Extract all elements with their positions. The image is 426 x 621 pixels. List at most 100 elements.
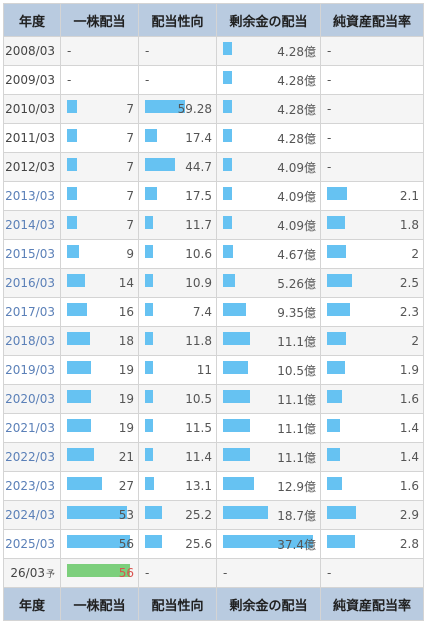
year-cell[interactable]: 2022/03 <box>3 442 61 472</box>
retained-bar <box>223 274 235 287</box>
payout-cell: 10.6 <box>138 239 217 269</box>
payout-value: 25.6 <box>185 537 212 551</box>
year-label: 2016/03 <box>5 276 55 290</box>
retained-value: 9.35億 <box>277 305 316 320</box>
year-cell[interactable]: 2018/03 <box>3 326 61 356</box>
year-cell[interactable]: 2016/03 <box>3 268 61 298</box>
dividend-value: 9 <box>126 247 134 261</box>
dividend-bar <box>67 448 94 461</box>
year-cell[interactable]: 2019/03 <box>3 355 61 385</box>
year-cell[interactable]: 2025/03 <box>3 529 61 559</box>
doe-bar <box>327 477 342 490</box>
year-cell[interactable]: 2017/03 <box>3 297 61 327</box>
year-cell[interactable]: 2020/03 <box>3 384 61 414</box>
dividend-value: 7 <box>126 218 134 232</box>
header-dividend-per-share[interactable]: 一株配当 <box>60 3 139 37</box>
dividend-bar <box>67 245 79 258</box>
header-retained-earnings-dividend[interactable]: 剰余金の配当 <box>216 3 321 37</box>
year-label: 2019/03 <box>5 363 55 377</box>
payout-value: 7.4 <box>192 305 212 319</box>
doe-bar <box>327 274 352 287</box>
year-cell: 2008/03 <box>3 36 61 66</box>
footer-retained-earnings-dividend[interactable]: 剰余金の配当 <box>216 587 321 621</box>
doe-value: 1.8 <box>399 218 419 232</box>
dividend-cell: 7 <box>60 152 139 182</box>
dividend-cell: 7 <box>60 94 139 124</box>
retained-value: 12.9億 <box>277 479 316 494</box>
retained-value: 10.5億 <box>277 363 316 378</box>
year-label: 2012/03 <box>5 160 55 174</box>
payout-cell: - <box>138 36 217 66</box>
dividend-bar <box>67 390 91 403</box>
year-label: 2010/03 <box>5 102 55 116</box>
year-label: 2020/03 <box>5 392 55 406</box>
payout-value: 25.2 <box>185 508 212 522</box>
year-label: 2015/03 <box>5 247 55 261</box>
payout-cell: - <box>138 65 217 95</box>
retained-bar <box>223 448 250 461</box>
payout-cell: 59.28 <box>138 94 217 124</box>
doe-cell: - <box>320 123 424 153</box>
footer-payout-ratio[interactable]: 配当性向 <box>138 587 217 621</box>
retained-bar <box>223 158 232 171</box>
footer-doe[interactable]: 純資産配当率 <box>320 587 424 621</box>
payout-value: 11.5 <box>185 421 212 435</box>
doe-cell: 2.5 <box>320 268 424 298</box>
dividend-cell: 18 <box>60 326 139 356</box>
doe-value: 1.4 <box>399 421 419 435</box>
footer-dividend-per-share[interactable]: 一株配当 <box>60 587 139 621</box>
doe-cell: - <box>320 558 424 588</box>
dividend-cell: 21 <box>60 442 139 472</box>
forecast-mark: 予 <box>45 570 55 580</box>
dividend-bar <box>67 564 130 577</box>
dividend-cell: 7 <box>60 181 139 211</box>
payout-bar <box>145 129 157 142</box>
year-cell[interactable]: 2015/03 <box>3 239 61 269</box>
doe-bar <box>327 303 350 316</box>
payout-value: 11 <box>196 363 212 377</box>
payout-bar <box>145 332 153 345</box>
table-row: 2008/03- -4.28億 - <box>3 36 424 66</box>
retained-bar <box>223 361 248 374</box>
retained-bar <box>223 245 233 258</box>
year-cell[interactable]: 2021/03 <box>3 413 61 443</box>
dividend-cell: 7 <box>60 210 139 240</box>
doe-cell: 1.4 <box>320 413 424 443</box>
year-cell[interactable]: 2023/03 <box>3 471 61 501</box>
doe-cell: 1.6 <box>320 384 424 414</box>
payout-value: 10.6 <box>185 247 212 261</box>
year-cell[interactable]: 2013/03 <box>3 181 61 211</box>
payout-cell: 11.5 <box>138 413 217 443</box>
payout-bar <box>145 448 153 461</box>
footer-year[interactable]: 年度 <box>3 587 61 621</box>
payout-cell: 17.5 <box>138 181 217 211</box>
year-cell[interactable]: 2014/03 <box>3 210 61 240</box>
retained-value: 4.09億 <box>277 160 316 175</box>
year-label: 2024/03 <box>5 508 55 522</box>
table-row: 2023/03 27 13.1 12.9億 1.6 <box>3 471 424 501</box>
dividend-cell: 19 <box>60 355 139 385</box>
retained-value: 11.1億 <box>277 421 316 436</box>
table-row: 2022/03 21 11.4 11.1億 1.4 <box>3 442 424 472</box>
dividend-cell: - <box>60 36 139 66</box>
dividend-cell: - <box>60 65 139 95</box>
year-label: 2013/03 <box>5 189 55 203</box>
dividend-value: 19 <box>118 363 134 377</box>
retained-cell: 9.35億 <box>216 297 321 327</box>
retained-cell: 5.26億 <box>216 268 321 298</box>
year-cell[interactable]: 2024/03 <box>3 500 61 530</box>
payout-bar <box>145 390 153 403</box>
header-doe[interactable]: 純資産配当率 <box>320 3 424 37</box>
dividend-bar <box>67 100 77 113</box>
dividend-value: 7 <box>126 131 134 145</box>
header-payout-ratio[interactable]: 配当性向 <box>138 3 217 37</box>
retained-value: - <box>223 566 228 580</box>
retained-value: 11.1億 <box>277 450 316 465</box>
payout-value: 17.5 <box>185 189 212 203</box>
header-year[interactable]: 年度 <box>3 3 61 37</box>
dividend-cell: 16 <box>60 297 139 327</box>
dividend-bar <box>67 535 130 548</box>
dividend-bar <box>67 361 91 374</box>
payout-bar <box>145 245 153 258</box>
retained-cell: - <box>216 558 321 588</box>
